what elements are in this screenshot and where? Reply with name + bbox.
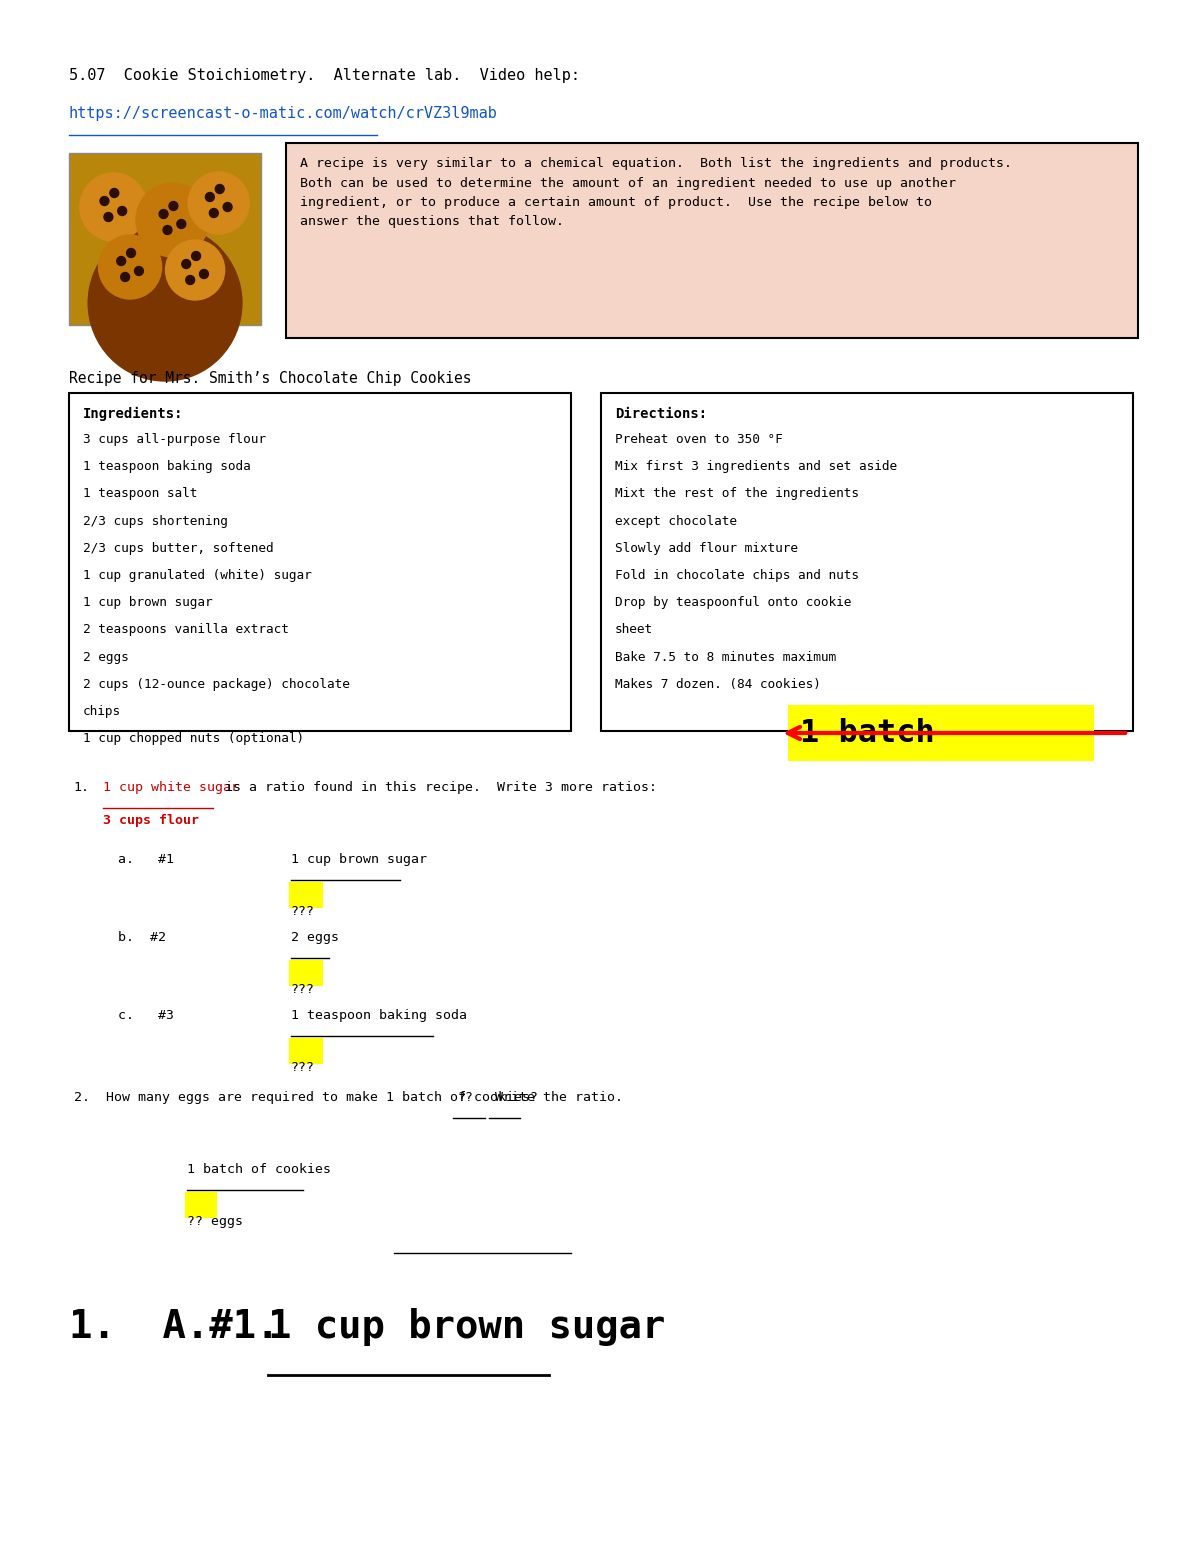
Circle shape	[163, 225, 172, 235]
Text: 1 batch of cookies: 1 batch of cookies	[187, 1163, 331, 1176]
Text: 2 cups (12-ounce package) chocolate: 2 cups (12-ounce package) chocolate	[83, 677, 349, 691]
FancyBboxPatch shape	[788, 705, 1093, 761]
Text: 1 teaspoon baking soda: 1 teaspoon baking soda	[290, 1009, 467, 1022]
Text: 2 teaspoons vanilla extract: 2 teaspoons vanilla extract	[83, 623, 289, 637]
Text: Bake 7.5 to 8 minutes maximum: Bake 7.5 to 8 minutes maximum	[614, 651, 836, 663]
FancyBboxPatch shape	[185, 1193, 217, 1218]
Circle shape	[104, 213, 113, 222]
Circle shape	[192, 252, 200, 261]
Text: 1 cup white sugar: 1 cup white sugar	[103, 781, 240, 794]
Text: is a ratio found in this recipe.  Write 3 more ratios:: is a ratio found in this recipe. Write 3…	[217, 781, 658, 794]
Text: Recipe for Mrs. Smith’s Chocolate Chip Cookies: Recipe for Mrs. Smith’s Chocolate Chip C…	[68, 371, 472, 387]
Circle shape	[188, 172, 250, 235]
Text: 1 teaspoon salt: 1 teaspoon salt	[83, 488, 197, 500]
Circle shape	[88, 225, 242, 380]
Circle shape	[176, 219, 186, 228]
FancyBboxPatch shape	[68, 154, 262, 325]
Text: sheet: sheet	[614, 623, 653, 637]
Text: a.   #1: a. #1	[119, 853, 174, 867]
Text: 2 eggs: 2 eggs	[290, 930, 338, 944]
Text: Write the ratio.: Write the ratio.	[494, 1092, 623, 1104]
Circle shape	[100, 197, 109, 205]
Text: 3 cups all-purpose flour: 3 cups all-purpose flour	[83, 433, 265, 446]
Text: Drop by teaspoonful onto cookie: Drop by teaspoonful onto cookie	[614, 596, 851, 609]
FancyBboxPatch shape	[68, 393, 571, 731]
FancyBboxPatch shape	[289, 882, 323, 909]
Text: 2/3 cups butter, softened: 2/3 cups butter, softened	[83, 542, 274, 554]
Text: 1 cup brown sugar: 1 cup brown sugar	[290, 853, 427, 867]
Text: ???: ???	[290, 1061, 314, 1075]
Text: 1.: 1.	[74, 781, 90, 794]
FancyBboxPatch shape	[289, 960, 323, 986]
Text: 5.07  Cookie Stoichiometry.  Alternate lab.  Video help:: 5.07 Cookie Stoichiometry. Alternate lab…	[68, 68, 589, 82]
Text: Ingredients:: Ingredients:	[83, 407, 184, 421]
Text: ???: ???	[290, 905, 314, 918]
Text: Directions:: Directions:	[614, 407, 707, 421]
FancyBboxPatch shape	[601, 393, 1133, 731]
Circle shape	[160, 210, 168, 219]
Circle shape	[134, 267, 143, 275]
Text: 3 cups flour: 3 cups flour	[103, 814, 199, 828]
Circle shape	[110, 188, 119, 197]
Circle shape	[215, 185, 224, 194]
Text: 1 cup granulated (white) sugar: 1 cup granulated (white) sugar	[83, 568, 312, 582]
Circle shape	[186, 275, 194, 284]
Circle shape	[116, 256, 126, 266]
Text: 1.  A.#1.: 1. A.#1.	[68, 1308, 349, 1346]
Text: 1 cup chopped nuts (optional): 1 cup chopped nuts (optional)	[83, 731, 304, 745]
Text: Mixt the rest of the ingredients: Mixt the rest of the ingredients	[614, 488, 859, 500]
Text: 1 cup brown sugar: 1 cup brown sugar	[268, 1308, 665, 1346]
Circle shape	[166, 241, 224, 300]
Text: b.  #2: b. #2	[119, 930, 167, 944]
Circle shape	[136, 183, 209, 256]
Circle shape	[223, 202, 232, 211]
Text: 1 teaspoon baking soda: 1 teaspoon baking soda	[83, 460, 251, 474]
Text: Fold in chocolate chips and nuts: Fold in chocolate chips and nuts	[614, 568, 859, 582]
Text: Mix first 3 ingredients and set aside: Mix first 3 ingredients and set aside	[614, 460, 896, 474]
Text: 2.  How many eggs are required to make 1 batch of cookies?: 2. How many eggs are required to make 1 …	[74, 1092, 538, 1104]
Text: 2/3 cups shortening: 2/3 cups shortening	[83, 514, 228, 528]
Circle shape	[169, 202, 178, 211]
Text: A recipe is very similar to a chemical equation.  Both list the ingredients and : A recipe is very similar to a chemical e…	[300, 157, 1012, 228]
Circle shape	[205, 193, 215, 202]
Text: c.   #3: c. #3	[119, 1009, 174, 1022]
Circle shape	[98, 235, 162, 300]
Text: 1 cup brown sugar: 1 cup brown sugar	[83, 596, 212, 609]
Circle shape	[80, 172, 146, 241]
Text: except chocolate: except chocolate	[614, 514, 737, 528]
Text: ?? eggs: ?? eggs	[187, 1214, 244, 1228]
Circle shape	[127, 248, 136, 258]
FancyBboxPatch shape	[286, 143, 1138, 339]
Text: Slowly add flour mixture: Slowly add flour mixture	[614, 542, 798, 554]
Circle shape	[199, 270, 209, 278]
Circle shape	[209, 208, 218, 217]
Text: Preheat oven to 350 °F: Preheat oven to 350 °F	[614, 433, 782, 446]
Text: ??: ??	[457, 1092, 473, 1104]
Text: ???: ???	[290, 983, 314, 995]
Text: 1 batch: 1 batch	[800, 717, 935, 749]
Text: 2 eggs: 2 eggs	[83, 651, 128, 663]
Text: https://screencast-o-matic.com/watch/crVZ3l9mab: https://screencast-o-matic.com/watch/crV…	[68, 106, 498, 121]
Text: chips: chips	[83, 705, 121, 717]
Circle shape	[181, 259, 191, 269]
Text: Makes 7 dozen. (84 cookies): Makes 7 dozen. (84 cookies)	[614, 677, 821, 691]
Circle shape	[121, 272, 130, 281]
Circle shape	[118, 207, 127, 216]
FancyBboxPatch shape	[289, 1037, 323, 1064]
